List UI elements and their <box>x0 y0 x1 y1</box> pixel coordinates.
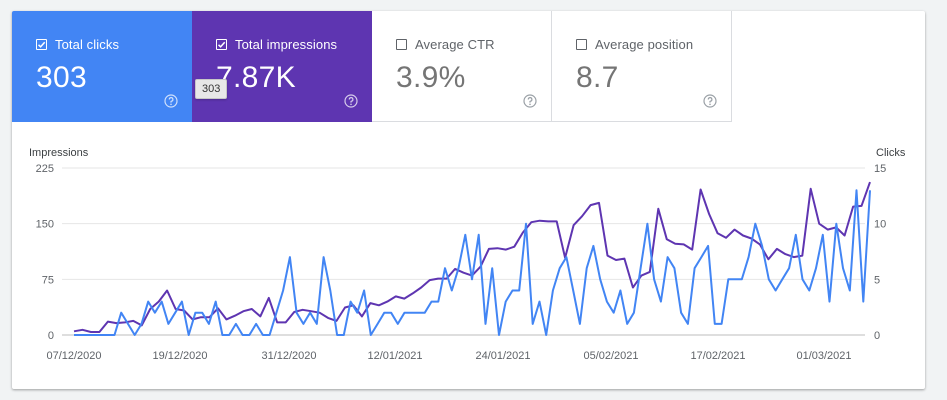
help-circle-icon[interactable] <box>164 94 178 108</box>
total-impressions-tile[interactable]: Total impressions 7.87K <box>192 11 372 122</box>
total-clicks-tile[interactable]: Total clicks 303 <box>12 11 192 122</box>
x-tick-label: 01/03/2021 <box>796 350 851 362</box>
x-tick-label: 05/02/2021 <box>583 350 638 362</box>
x-tick-label: 12/01/2021 <box>367 350 422 362</box>
metric-tiles: Total clicks 303 Total impressions 7.87K… <box>12 11 732 122</box>
total-clicks-value: 303 <box>36 61 87 94</box>
average-ctr-value: 3.9% <box>396 61 466 94</box>
average-ctr-tile[interactable]: Average CTR 3.9% <box>372 11 552 122</box>
checkbox-unchecked-icon[interactable] <box>396 39 407 50</box>
left-tick-label: 0 <box>48 330 54 342</box>
total-impressions-label: Total impressions <box>235 37 338 52</box>
right-axis-title: Clicks <box>876 147 906 159</box>
checkbox-checked-icon[interactable] <box>36 39 47 50</box>
left-tick-label: 225 <box>36 163 54 175</box>
impressions-line <box>73 181 871 333</box>
average-position-label: Average position <box>595 37 694 52</box>
right-tick-label: 5 <box>874 274 880 286</box>
performance-chart[interactable]: 225 15 150 10 75 5 0 0 07/12/2020 19/12/2020 31/12… <box>12 11 925 389</box>
performance-card: Total clicks 303 Total impressions 7.87K… <box>12 11 925 389</box>
left-tick-label: 150 <box>36 219 54 231</box>
total-impressions-value: 7.87K <box>216 61 296 94</box>
help-circle-icon[interactable] <box>703 94 717 108</box>
average-position-tile[interactable]: Average position 8.7 <box>552 11 732 122</box>
right-tick-label: 15 <box>874 163 886 175</box>
clicks-line <box>74 189 871 336</box>
left-tick-label: 75 <box>42 274 54 286</box>
total-clicks-label: Total clicks <box>55 37 120 52</box>
x-tick-label: 31/12/2020 <box>261 350 316 362</box>
checkbox-checked-icon[interactable] <box>216 39 227 50</box>
x-tick-label: 19/12/2020 <box>152 350 207 362</box>
help-circle-icon[interactable] <box>344 94 358 108</box>
average-ctr-label: Average CTR <box>415 37 495 52</box>
x-tick-label: 24/01/2021 <box>475 350 530 362</box>
x-tick-label: 17/02/2021 <box>690 350 745 362</box>
x-tick-label: 07/12/2020 <box>46 350 101 362</box>
value-tooltip: 303 <box>195 79 228 99</box>
right-tick-label: 10 <box>874 219 886 231</box>
checkbox-unchecked-icon[interactable] <box>576 39 587 50</box>
average-position-value: 8.7 <box>576 61 619 94</box>
left-axis-title: Impressions <box>29 147 89 159</box>
help-circle-icon[interactable] <box>523 94 537 108</box>
right-tick-label: 0 <box>874 330 880 342</box>
